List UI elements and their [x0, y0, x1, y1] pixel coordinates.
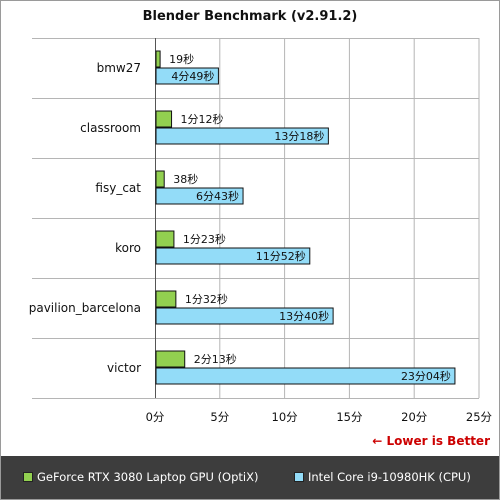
bar-cpu	[155, 367, 456, 385]
data-label-gpu: 2分13秒	[194, 352, 237, 366]
x-tick-label: 0分	[146, 410, 165, 424]
legend-item-cpu: Intel Core i9-10980HK (CPU)	[294, 469, 471, 485]
data-label-cpu: 11分52秒	[256, 249, 306, 263]
bar-gpu	[155, 350, 186, 368]
bar-gpu	[155, 290, 177, 308]
data-label-cpu: 23分04秒	[401, 369, 451, 383]
x-tick-label: 15分	[336, 410, 363, 424]
lower-is-better-note: ← Lower is Better	[372, 434, 490, 448]
data-label-cpu: 13分40秒	[279, 309, 329, 323]
category-label: classroom	[80, 121, 141, 135]
x-axis: 0分 5分 10分 15分 20分 25分	[146, 410, 493, 424]
bar-gpu	[155, 110, 173, 128]
category-label: victor	[107, 361, 141, 375]
category-label: pavilion_barcelona	[29, 301, 141, 315]
legend-label-cpu: Intel Core i9-10980HK (CPU)	[308, 470, 471, 484]
data-label-gpu: 1分32秒	[185, 292, 228, 306]
category-label: koro	[115, 241, 141, 255]
x-tick-label: 25分	[466, 410, 493, 424]
bar-cpu	[155, 247, 311, 265]
category-label: bmw27	[97, 61, 141, 75]
bar-cpu	[155, 67, 219, 85]
bar-gpu	[155, 170, 165, 188]
bar-cpu	[155, 187, 244, 205]
chart-title: Blender Benchmark (v2.91.2)	[142, 9, 358, 24]
data-label-gpu: 19秒	[169, 52, 194, 66]
category-label: fisy_cat	[95, 181, 141, 195]
data-label-gpu: 1分23秒	[183, 232, 226, 246]
bar-gpu	[155, 50, 161, 68]
legend-item-gpu: GeForce RTX 3080 Laptop GPU (OptiX)	[23, 469, 258, 485]
x-tick-label: 20分	[401, 410, 428, 424]
data-label-cpu: 4分49秒	[171, 69, 214, 83]
x-tick-label: 5分	[210, 410, 229, 424]
grid-lines	[32, 38, 480, 399]
bar-cpu	[155, 127, 329, 145]
legend-label-gpu: GeForce RTX 3080 Laptop GPU (OptiX)	[37, 470, 259, 484]
data-label-cpu: 6分43秒	[196, 189, 239, 203]
x-tick-label: 10分	[272, 410, 299, 424]
legend-swatch-gpu	[23, 472, 33, 482]
legend: GeForce RTX 3080 Laptop GPU (OptiX) Inte…	[1, 456, 499, 499]
data-label-cpu: 13分18秒	[274, 129, 324, 143]
legend-swatch-cpu	[294, 472, 304, 482]
bars: 19秒 4分49秒 1分12秒 13分18秒 38秒 6分43秒 1分23秒 11分52秒 1分…	[155, 50, 456, 385]
bar-cpu	[155, 307, 334, 325]
data-label-gpu: 1分12秒	[181, 112, 224, 126]
bar-gpu	[155, 230, 175, 248]
data-label-gpu: 38秒	[173, 172, 198, 186]
